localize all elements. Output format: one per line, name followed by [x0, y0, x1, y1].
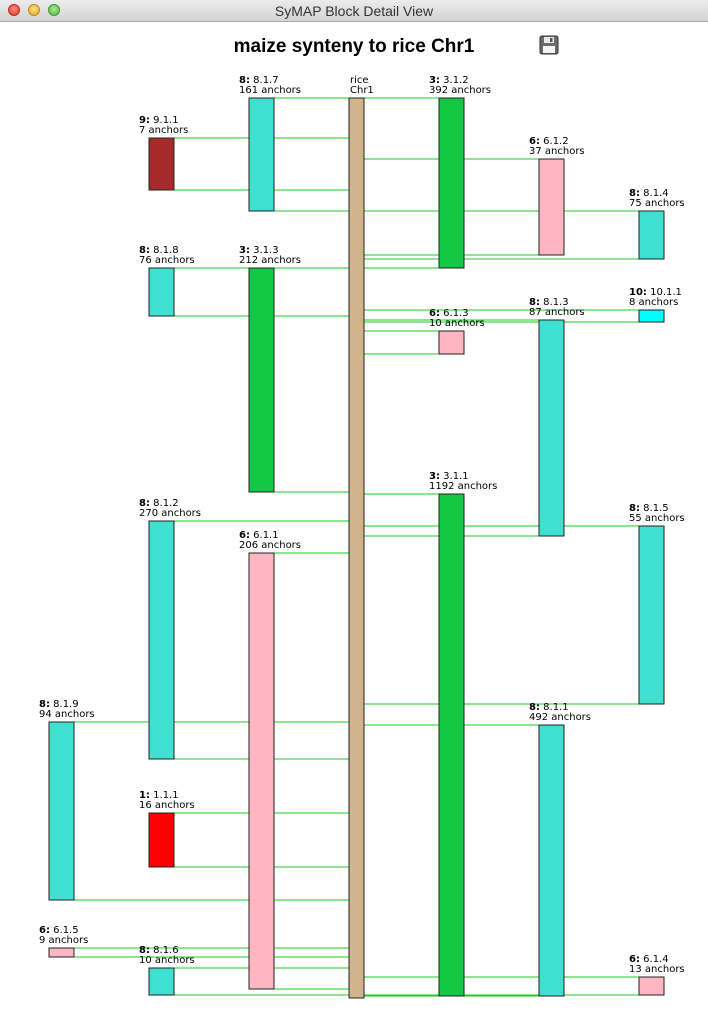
synteny-block-8-1-3[interactable] [538, 319, 565, 537]
block-anchors-8-1-7: 161 anchors [239, 85, 301, 96]
synteny-block-9-1-1[interactable] [148, 137, 175, 191]
synteny-block-8-1-1[interactable] [538, 724, 565, 997]
block-anchors-6-1-3: 10 anchors [429, 318, 485, 329]
block-anchors-3-1-2: 392 anchors [429, 85, 491, 96]
block-label-8-1-8: 8: 8.1.8 [139, 245, 179, 256]
synteny-block-6-1-1[interactable] [248, 552, 275, 990]
block-anchors-8-1-3: 87 anchors [529, 307, 585, 318]
block-label-8-1-4: 8: 8.1.4 [629, 188, 669, 199]
synteny-block-8-1-6[interactable] [148, 967, 175, 996]
block-anchors-9-1-1: 7 anchors [139, 125, 188, 136]
rice-chr-label-species: rice [350, 75, 369, 86]
synteny-block-3-1-3[interactable] [248, 267, 275, 493]
rice-chr-label-chr: Chr1 [350, 85, 374, 96]
synteny-block-3-1-1[interactable] [438, 493, 465, 997]
view-title: maize synteny to rice Chr1 [233, 36, 475, 57]
synteny-block-10-1-1[interactable] [638, 309, 665, 323]
connection-lines [74, 97, 639, 997]
block-label-8-1-9: 8: 8.1.9 [39, 699, 79, 710]
block-anchors-3-1-1: 1192 anchors [429, 481, 497, 492]
block-anchors-8-1-9: 94 anchors [39, 709, 95, 720]
block-label-8-1-6: 8: 8.1.6 [139, 945, 179, 956]
block-anchors-8-1-2: 270 anchors [139, 508, 201, 519]
block-anchors-6-1-2: 37 anchors [529, 146, 585, 157]
synteny-block-6-1-3[interactable] [438, 330, 465, 355]
block-label-8-1-2: 8: 8.1.2 [139, 498, 179, 509]
window-titlebar: SyMAP Block Detail View [0, 0, 708, 22]
synteny-block-8-1-9[interactable] [48, 721, 75, 901]
zoom-window-button[interactable] [48, 4, 60, 16]
block-label-3-1-1: 3: 3.1.1 [429, 471, 469, 482]
block-label-6-1-3: 6: 6.1.3 [429, 308, 469, 319]
synteny-block-8-1-2[interactable] [148, 520, 175, 760]
block-anchors-8-1-1: 492 anchors [529, 712, 591, 723]
block-label-9-1-1: 9: 9.1.1 [139, 115, 179, 126]
block-label-8-1-5: 8: 8.1.5 [629, 503, 669, 514]
synteny-block-8-1-5[interactable] [638, 525, 665, 705]
block-label-6-1-2: 6: 6.1.2 [529, 136, 569, 147]
synteny-block-8-1-8[interactable] [148, 267, 175, 317]
block-label-6-1-5: 6: 6.1.5 [39, 925, 79, 936]
block-anchors-8-1-8: 76 anchors [139, 255, 195, 266]
block-anchors-6-1-5: 9 anchors [39, 935, 88, 946]
block-label-8-1-3: 8: 8.1.3 [529, 297, 569, 308]
block-label-3-1-3: 3: 3.1.3 [239, 245, 279, 256]
block-label-10-1-1: 10: 10.1.1 [629, 287, 682, 298]
synteny-block-6-1-5[interactable] [48, 947, 75, 958]
synteny-block-3-1-2[interactable] [438, 97, 465, 269]
block-label-8-1-7: 8: 8.1.7 [239, 75, 279, 86]
block-label-1-1-1: 1: 1.1.1 [139, 790, 179, 801]
window-title: SyMAP Block Detail View [274, 3, 434, 19]
block-anchors-10-1-1: 8 anchors [629, 297, 678, 308]
block-label-3-1-2: 3: 3.1.2 [429, 75, 469, 86]
synteny-block-8-1-4[interactable] [638, 210, 665, 260]
close-window-button[interactable] [8, 4, 20, 16]
block-anchors-1-1-1: 16 anchors [139, 800, 195, 811]
block-anchors-3-1-3: 212 anchors [239, 255, 301, 266]
block-anchors-6-1-4: 13 anchors [629, 964, 685, 975]
synteny-block-1-1-1[interactable] [148, 812, 175, 868]
minimize-window-button[interactable] [28, 4, 40, 16]
block-anchors-6-1-1: 206 anchors [239, 540, 301, 551]
synteny-block-6-1-4[interactable] [638, 976, 665, 996]
block-label-8-1-1: 8: 8.1.1 [529, 702, 569, 713]
block-anchors-8-1-6: 10 anchors [139, 955, 195, 966]
synteny-block-8-1-7[interactable] [248, 97, 275, 212]
block-anchors-8-1-5: 55 anchors [629, 513, 685, 524]
save-floppy-icon[interactable] [539, 35, 559, 55]
block-label-6-1-1: 6: 6.1.1 [239, 530, 279, 541]
rice-chr1-bar[interactable] [348, 97, 365, 999]
synteny-block-6-1-2[interactable] [538, 158, 565, 256]
block-anchors-8-1-4: 75 anchors [629, 198, 685, 209]
block-label-6-1-4: 6: 6.1.4 [629, 954, 669, 965]
